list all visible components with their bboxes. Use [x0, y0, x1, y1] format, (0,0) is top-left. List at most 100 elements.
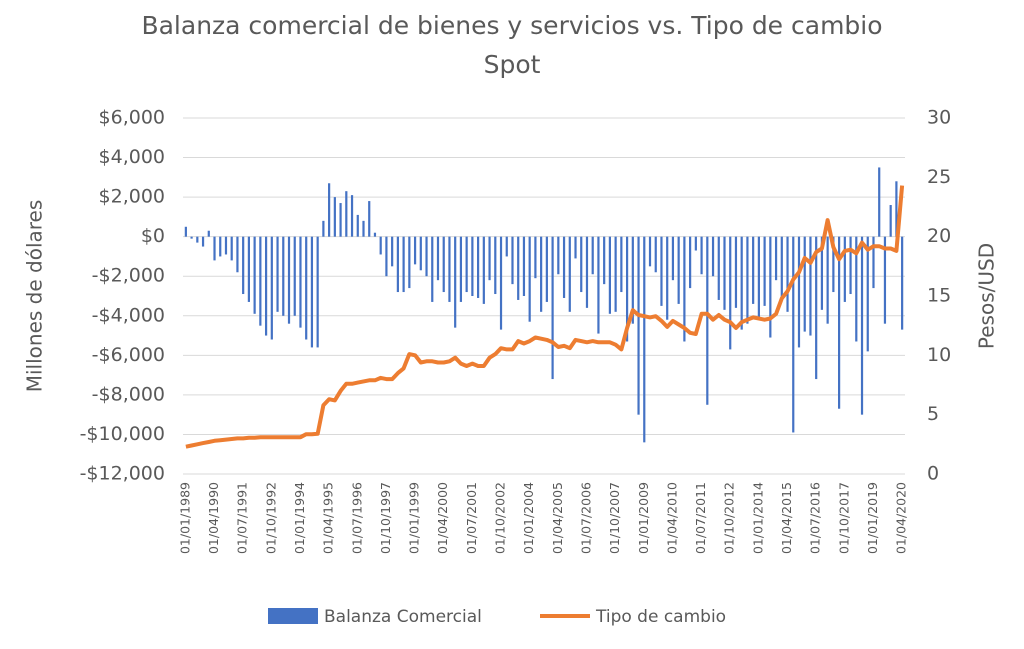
bar	[562, 236, 566, 298]
bar	[734, 236, 738, 308]
bar	[436, 236, 440, 281]
x-tick-label: 01/10/1997	[378, 482, 393, 554]
bar	[408, 236, 411, 289]
x-tick-label: 01/01/2019	[865, 482, 880, 554]
bar	[333, 197, 336, 237]
y-tick-label: -$4,000	[92, 304, 165, 326]
legend-label: Balanza Comercial	[324, 607, 482, 627]
bar	[878, 167, 881, 237]
bar	[677, 236, 680, 304]
bar	[769, 236, 772, 338]
bar	[729, 236, 732, 350]
bar	[207, 230, 210, 237]
bar	[608, 236, 611, 314]
bar	[625, 236, 629, 342]
bar	[803, 236, 806, 332]
bar	[637, 236, 640, 415]
x-tick-label: 01/07/2016	[808, 482, 823, 554]
y2-tick-label: 20	[927, 225, 951, 247]
bar	[219, 236, 222, 257]
y-axis-label: Millones de dólares	[23, 200, 47, 393]
bar	[264, 236, 268, 336]
x-tick-label: 01/07/2006	[578, 482, 593, 554]
bar	[242, 236, 245, 295]
bar	[895, 181, 898, 237]
bar	[293, 236, 296, 316]
bar	[201, 236, 205, 247]
bar	[454, 236, 457, 328]
x-tick-label: 01/07/2001	[464, 482, 479, 554]
x-tick-label: 01/01/1994	[292, 482, 307, 554]
bar	[305, 236, 308, 340]
x-tick-label: 01/07/1996	[349, 482, 364, 554]
bar	[379, 236, 382, 255]
bar	[299, 236, 302, 328]
y2-axis-label: Pesos/USD	[975, 243, 999, 349]
bar	[391, 236, 394, 267]
bar	[259, 236, 262, 326]
bar	[368, 201, 371, 237]
x-tick-label: 01/10/2002	[493, 482, 508, 554]
bar	[287, 236, 291, 324]
bar	[534, 236, 537, 279]
y2-tick-label: 10	[927, 344, 951, 366]
legend-label: Tipo de cambio	[595, 607, 726, 627]
bar	[196, 236, 199, 243]
bar	[431, 236, 434, 302]
bar	[310, 236, 314, 348]
bar	[872, 236, 875, 289]
y-tick-label: -$6,000	[92, 344, 165, 366]
bar	[746, 236, 749, 324]
bar	[568, 236, 571, 312]
bar	[671, 236, 675, 281]
x-tick-label: 01/04/2005	[550, 482, 565, 554]
bar	[889, 205, 892, 237]
bar	[666, 236, 669, 320]
bar	[809, 236, 812, 336]
bar	[339, 203, 342, 237]
x-tick-label: 01/04/2015	[779, 482, 794, 554]
bar	[855, 236, 858, 342]
bar	[517, 236, 520, 300]
bar	[901, 236, 904, 330]
x-tick-label: 01/04/2010	[664, 482, 679, 554]
bar	[413, 236, 417, 265]
bar	[419, 236, 422, 271]
y-tick-label: -$2,000	[92, 265, 165, 287]
bar	[860, 236, 864, 415]
x-tick-label: 01/04/2000	[435, 482, 450, 554]
bar	[448, 236, 451, 302]
bar	[717, 236, 720, 300]
bar	[700, 236, 703, 275]
y2-tick-label: 15	[927, 285, 951, 307]
bar	[723, 236, 726, 310]
bar	[551, 236, 554, 380]
bar	[270, 236, 273, 340]
bar	[362, 220, 365, 237]
bar	[316, 236, 319, 348]
bar	[345, 191, 348, 237]
bar	[477, 236, 480, 298]
bar	[557, 236, 560, 275]
y-tick-label: $0	[141, 225, 165, 247]
bar	[706, 236, 709, 405]
bar	[494, 236, 497, 295]
bar	[826, 236, 829, 324]
bar	[442, 236, 445, 293]
bar	[528, 236, 531, 322]
line	[185, 185, 905, 449]
x-tick-label: 01/04/1995	[321, 482, 336, 554]
y2-tick-label: 25	[927, 166, 951, 188]
bar	[648, 236, 652, 267]
bar	[253, 236, 256, 314]
bar	[763, 236, 766, 306]
x-tick-label: 01/07/2011	[693, 482, 708, 554]
bar	[660, 236, 663, 306]
bar	[574, 236, 577, 259]
bar	[505, 236, 508, 257]
bar	[465, 236, 468, 293]
bar	[224, 236, 228, 255]
bar	[482, 236, 485, 304]
bar	[499, 236, 503, 330]
